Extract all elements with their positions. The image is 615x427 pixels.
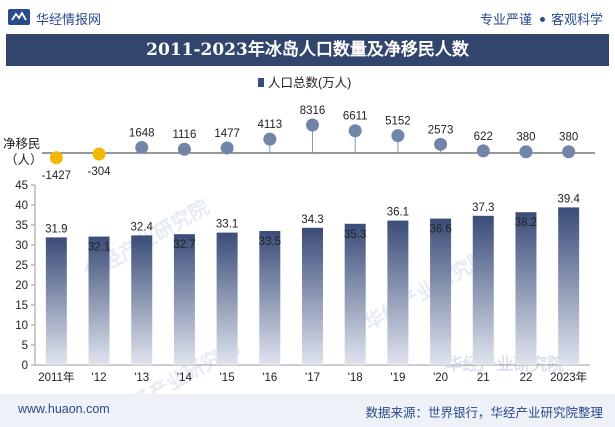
population-data-label: 32.7 — [173, 239, 195, 251]
net-migration-point — [177, 142, 191, 156]
y-tick-label: 30 — [15, 240, 28, 252]
population-bar-layer: 0 5 10 15 20 25 30 35 40 45 31.9 2011年 32.1 '12 32.4 '1… — [15, 180, 590, 384]
net-migration-data-label: 6611 — [343, 111, 368, 123]
population-bar — [430, 218, 452, 365]
y-tick-label: 45 — [15, 180, 28, 192]
population-bar — [216, 232, 238, 365]
x-tick-label: 21 — [477, 372, 490, 384]
huajing-logo-icon — [8, 9, 30, 25]
population-bar — [387, 220, 409, 365]
x-tick-label: 2011年 — [38, 370, 74, 384]
tagline-left: 专业严谨 — [479, 12, 532, 27]
x-tick-label: '13 — [134, 372, 149, 384]
population-data-label: 32.1 — [88, 242, 110, 254]
x-tick-label: '16 — [262, 372, 277, 384]
y-tick-label: 35 — [15, 220, 28, 232]
population-bar — [515, 212, 537, 365]
x-tick-label: '18 — [348, 372, 363, 384]
net-migration-data-label: 8316 — [300, 105, 326, 117]
net-migration-axis-unit: （人） — [5, 153, 43, 167]
net-migration-point — [391, 129, 405, 143]
x-tick-label: '17 — [305, 372, 320, 384]
population-bar — [88, 236, 110, 365]
population-data-label: 31.9 — [45, 223, 67, 235]
y-tick-label: 10 — [15, 320, 28, 332]
x-tick-label: '12 — [92, 372, 107, 384]
population-bar — [259, 231, 281, 365]
tagline-dot-icon — [539, 17, 545, 22]
tagline: 专业严谨 客观科学 — [480, 9, 603, 28]
footer-url[interactable]: www.huaon.com — [18, 402, 110, 416]
population-data-label: 38.2 — [515, 217, 537, 229]
net-migration-point — [348, 124, 362, 138]
net-migration-data-label: -1427 — [42, 170, 71, 182]
tagline-right: 客观科学 — [550, 12, 603, 27]
x-tick-label: '14 — [177, 372, 193, 384]
y-tick-label: 5 — [22, 340, 28, 352]
legend-swatch — [258, 78, 264, 87]
net-migration-point — [220, 141, 234, 155]
y-tick-label: 15 — [15, 300, 28, 312]
population-data-label: 33.1 — [216, 219, 238, 231]
footer-source: 数据来源：世界银行，华经产业研究院整理 — [365, 406, 603, 420]
x-tick-label: '15 — [220, 372, 235, 384]
population-data-label: 33.5 — [259, 236, 281, 248]
population-bar — [45, 237, 67, 365]
population-data-label: 35.3 — [344, 229, 366, 241]
net-migration-point — [135, 140, 149, 154]
net-migration-point — [92, 147, 106, 161]
header-bar: 华经情报网 专业严谨 客观科学 — [0, 0, 615, 34]
net-migration-data-label: 2573 — [428, 124, 454, 136]
net-migration-layer: 净移民 （人） -1427 -304 1648 1116 1477 4113 8316 6611 5… — [3, 105, 595, 182]
y-tick-label: 20 — [15, 280, 28, 292]
net-migration-data-label: 1116 — [172, 129, 196, 141]
x-tick-label: 2023年 — [550, 370, 587, 384]
footer-bar: www.huaon.com 数据来源：世界银行，华经产业研究院整理 — [0, 394, 615, 427]
chart-title: 2011-2023年冰岛人口数量及净移民人数 — [146, 40, 469, 60]
chart-area: 华经产业研究院华经产业研究院华经产业研究院华经产业研究院 人口总数(万人) 净移… — [3, 75, 595, 394]
population-bar — [131, 235, 153, 365]
y-tick-label: 0 — [22, 360, 28, 372]
net-migration-point — [263, 132, 277, 146]
population-bar — [558, 207, 580, 365]
x-tick-label: '19 — [390, 372, 405, 384]
x-tick-label: '20 — [433, 372, 448, 384]
x-tick-label: 22 — [520, 372, 533, 384]
net-migration-data-label: 5152 — [385, 116, 411, 128]
net-migration-data-label: 4113 — [257, 119, 282, 131]
brand-name[interactable]: 华经情报网 — [36, 12, 102, 27]
population-data-label: 36.1 — [387, 207, 409, 219]
net-migration-point — [519, 145, 533, 159]
legend-label: 人口总数(万人) — [268, 75, 351, 90]
net-migration-point — [49, 151, 63, 165]
net-migration-data-label: 1648 — [129, 127, 155, 139]
legend: 人口总数(万人) — [258, 75, 351, 90]
y-tick-label: 40 — [15, 200, 28, 212]
net-migration-data-label: 1477 — [214, 128, 240, 140]
population-bar — [302, 227, 323, 365]
population-bar — [173, 234, 195, 365]
net-migration-data-label: 380 — [516, 132, 535, 144]
y-tick-label: 25 — [15, 260, 28, 272]
net-migration-point — [562, 145, 576, 159]
net-migration-data-label: 622 — [474, 131, 493, 143]
population-data-label: 39.4 — [557, 193, 580, 205]
net-migration-point — [434, 137, 448, 151]
net-migration-axis-label: 净移民 — [3, 137, 41, 151]
population-data-label: 32.4 — [131, 221, 154, 233]
net-migration-data-label: -304 — [88, 166, 112, 178]
net-migration-point — [306, 118, 319, 132]
title-bar: 2011-2023年冰岛人口数量及净移民人数 — [6, 34, 609, 66]
population-bar — [344, 223, 366, 365]
population-bar — [472, 215, 494, 365]
population-data-label: 37.3 — [472, 202, 494, 214]
net-migration-data-label: 380 — [559, 132, 578, 144]
net-migration-point — [476, 144, 490, 158]
population-data-label: 34.3 — [301, 214, 323, 226]
population-data-label: 36.6 — [429, 224, 451, 236]
